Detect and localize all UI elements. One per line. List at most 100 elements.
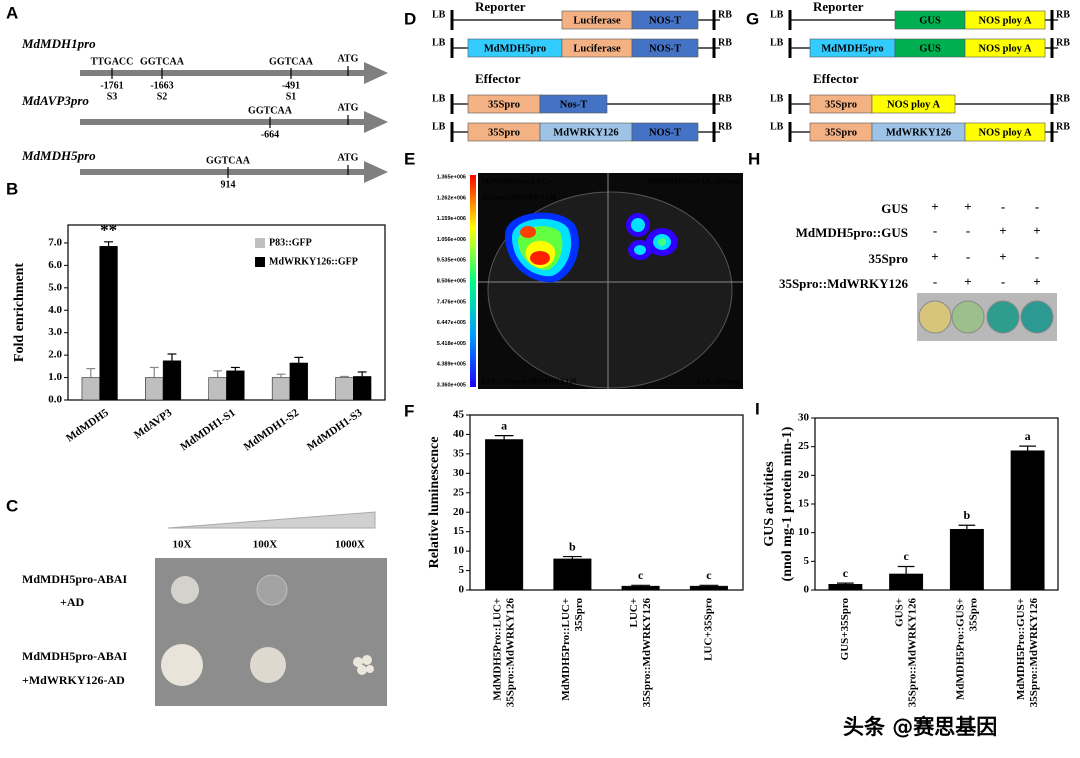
arrow-head [364, 111, 388, 133]
quadrant-label: MdMDH5Pro::LUC+ [482, 177, 552, 186]
treatment-mark: - [933, 274, 937, 289]
element-label: 35Spro [825, 127, 857, 138]
quadrant-label: LUC+35Spro [697, 377, 740, 386]
y-tick-label: 40 [453, 428, 465, 440]
panel-label: C [6, 496, 18, 515]
scale-label: 4.389e+005 [437, 362, 466, 368]
treatment-mark: - [1035, 249, 1039, 264]
site-position: -1663 [150, 80, 173, 91]
y-axis-label: GUS activities (nnol mg-1 protein min-1) [762, 426, 795, 581]
significance-letter: c [843, 566, 849, 580]
bar [145, 377, 164, 401]
border-label: LB [432, 9, 446, 20]
motif: GGTCAA [269, 56, 314, 67]
element-label: MdWRKY126 [886, 127, 951, 138]
y-tick-label: 35 [453, 447, 465, 459]
construct-element [631, 122, 699, 142]
significance-letter: c [706, 568, 712, 582]
y-tick-label: 5 [459, 564, 465, 576]
x-tick-label: LUC+35Spro [702, 598, 714, 661]
scale-label: 7.476e+005 [437, 299, 466, 305]
colony [250, 647, 286, 683]
border-label: RB [1056, 9, 1070, 20]
colorbar [470, 175, 476, 387]
bar [889, 573, 924, 591]
treatment-mark: + [999, 223, 1006, 238]
scale-label: 1.056e+006 [437, 237, 466, 243]
scale-label: 8.506e+005 [437, 278, 466, 284]
y-tick-label: 45 [453, 409, 465, 421]
bar [99, 246, 118, 401]
strain-label: +AD [60, 595, 85, 609]
y-tick-label: 30 [798, 412, 810, 424]
treatment-mark: + [931, 199, 938, 214]
legend-swatch [255, 257, 265, 267]
y-tick-label: 20 [453, 506, 465, 518]
scale-label: 3.360e+005 [437, 382, 466, 388]
significance-letter: a [501, 418, 507, 432]
border-label: RB [718, 121, 732, 132]
element-label: NOS-T [649, 127, 681, 138]
scale-label: 1.159e+006 [437, 216, 466, 222]
significance-letter: c [638, 568, 644, 582]
strain-label: MdMDH5pro-ABAI [22, 649, 127, 663]
border-label: RB [1056, 93, 1070, 104]
significance-letter: c [903, 549, 909, 563]
x-tick-label: MdMDH5Pro::GUS+35Spro [954, 598, 979, 700]
treatment-mark: + [964, 274, 971, 289]
construct-element [631, 38, 699, 58]
y-tick-label: 6.0 [48, 259, 62, 271]
border-label: RB [1056, 121, 1070, 132]
arrow-head [364, 161, 388, 183]
treatment-mark: - [1001, 199, 1005, 214]
x-tick-label: MdMDH5Pro::LUC+35Spro::MdWRKY126 [491, 598, 516, 708]
site-position: -664 [261, 129, 279, 140]
quadrant-label: LUC+35Spro::MdWRKY126 [482, 377, 577, 386]
element-label: NOS ploy A [887, 99, 941, 110]
x-tick-label: MdMDH5 [64, 406, 111, 444]
legend-label: MdWRKY126::GFP [269, 256, 358, 267]
border-label: LB [770, 37, 784, 48]
element-label: GUS [919, 43, 941, 54]
promoter-name: MdAVP3pro [21, 93, 89, 108]
element-label: MdWRKY126 [553, 127, 618, 138]
border-label: LB [432, 93, 446, 104]
y-tick-label: 25 [453, 486, 465, 498]
element-label: NOS-T [649, 15, 681, 26]
y-tick-label: 4.0 [48, 304, 62, 316]
significance-letter: b [569, 539, 576, 553]
panel-label: D [404, 9, 416, 28]
site-name: S1 [286, 91, 297, 102]
start-codon: ATG [338, 102, 359, 113]
motif: GGTCAA [140, 56, 185, 67]
element-label: 35Spro [825, 99, 857, 110]
panel-label: B [6, 179, 18, 198]
border-label: LB [770, 121, 784, 132]
y-tick-label: 10 [453, 545, 465, 557]
section-title: Reporter [475, 0, 526, 14]
row-label: 35Spro [869, 251, 909, 266]
treatment-mark: - [966, 249, 970, 264]
construct-element [964, 38, 1046, 58]
bar [226, 370, 245, 401]
strain-label: +MdWRKY126-AD [22, 673, 125, 687]
dilution: 1000X [335, 539, 365, 551]
bar [335, 377, 354, 401]
construct-element [631, 10, 699, 30]
bar [621, 585, 660, 591]
motif: GGTCAA [248, 105, 293, 116]
x-tick-label: GUS+35Spro [839, 598, 851, 661]
x-tick-label: MdMDH1-S2 [242, 406, 302, 453]
bar [353, 376, 372, 401]
treatment-mark: + [931, 249, 938, 264]
colony [362, 655, 372, 665]
axes-frame [469, 414, 744, 591]
treatment-mark: + [999, 249, 1006, 264]
scale-label: 6.447e+005 [437, 320, 466, 326]
section-title: Effector [813, 71, 859, 86]
border-label: LB [432, 37, 446, 48]
site-position: -491 [282, 80, 300, 91]
treatment-mark: - [1001, 274, 1005, 289]
construct-element [964, 10, 1046, 30]
